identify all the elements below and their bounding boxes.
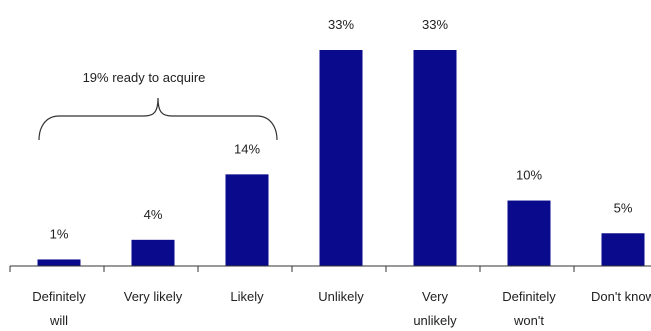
- value-label: 4%: [144, 207, 163, 222]
- annotation-brace: [38, 97, 278, 141]
- bar: [601, 233, 645, 266]
- value-labels-group: 1% 4% 14% 33% 33% 10% 5%: [50, 17, 633, 241]
- bar: [319, 50, 363, 266]
- value-label: 14%: [234, 141, 260, 156]
- category-labels-group: Definitely will Very likely Likely Unlikely V…: [32, 289, 651, 328]
- value-label: 1%: [50, 226, 69, 241]
- value-label: 33%: [328, 17, 354, 32]
- value-label: 5%: [614, 200, 633, 215]
- category-label: Definitely won't: [502, 289, 556, 328]
- value-label: 33%: [422, 17, 448, 32]
- value-label: 10%: [516, 168, 542, 183]
- bar: [131, 239, 175, 266]
- bar: [37, 259, 81, 266]
- category-label: Very unlikely: [413, 289, 457, 328]
- category-label: Definitely will: [32, 289, 86, 328]
- category-label: Likely: [230, 289, 264, 304]
- bar: [507, 200, 551, 266]
- category-label: Very likely: [124, 289, 183, 304]
- category-label: Don't know: [591, 289, 651, 304]
- category-label: Unlikely: [318, 289, 364, 304]
- bars-group: [37, 50, 645, 266]
- x-axis-ticks: [9, 266, 575, 272]
- annotation-brace-group: 19% ready to acquire: [38, 70, 278, 141]
- bar: [413, 50, 457, 266]
- annotation-label: 19% ready to acquire: [83, 70, 206, 85]
- bar: [225, 174, 269, 266]
